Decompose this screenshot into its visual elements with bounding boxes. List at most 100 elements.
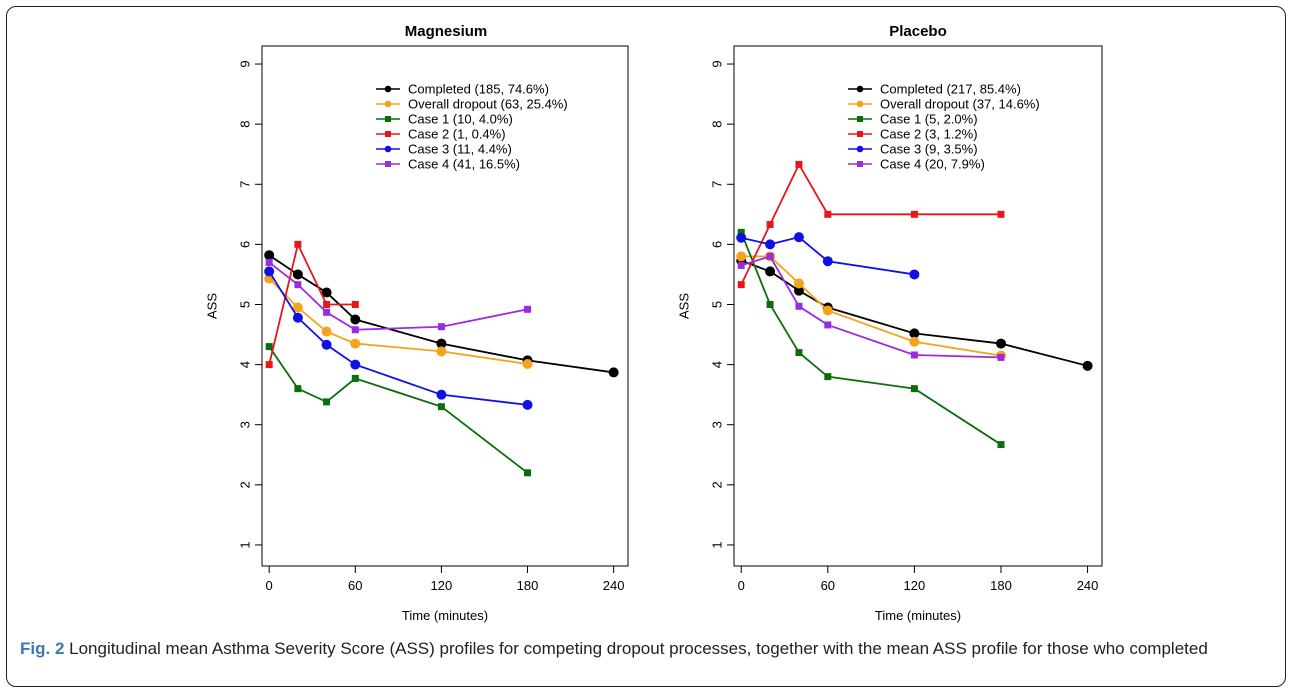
data-point <box>795 349 803 357</box>
x-tick-label: 240 <box>603 578 625 593</box>
series-4 <box>264 266 533 410</box>
data-point <box>265 343 273 351</box>
series-line <box>268 270 528 406</box>
data-point <box>909 336 920 347</box>
x-tick-label: 240 <box>1077 578 1099 593</box>
series-line <box>268 241 356 365</box>
legend-marker <box>384 145 392 153</box>
legend-entry: Case 3 (9, 3.5%) <box>880 142 978 157</box>
y-tick-label: 8 <box>238 121 253 128</box>
caption-text: Longitudinal mean Asthma Severity Score … <box>64 639 1208 658</box>
data-point <box>265 258 273 266</box>
plot-area <box>261 45 629 567</box>
x-tick-label: 0 <box>266 578 273 593</box>
legend-entry: Case 1 (5, 2.0%) <box>880 112 978 127</box>
y-tick-label: 2 <box>710 481 725 488</box>
y-tick-label: 2 <box>238 481 253 488</box>
data-point <box>292 302 303 313</box>
data-point <box>524 305 532 313</box>
data-point <box>995 338 1006 349</box>
data-point <box>294 281 302 289</box>
y-axis-label: ASS <box>677 293 692 319</box>
data-point <box>910 351 918 359</box>
data-point <box>737 228 745 236</box>
legend: Completed (217, 85.4%)Overall dropout (3… <box>848 82 1040 172</box>
data-point <box>997 441 1005 449</box>
data-point <box>765 266 776 277</box>
series-line <box>268 261 528 331</box>
legend-entry: Case 2 (1, 0.4%) <box>408 127 506 142</box>
y-axis-label: ASS <box>205 293 220 319</box>
legend-entry: Completed (185, 74.6%) <box>408 82 549 97</box>
y-tick-label: 4 <box>710 361 725 368</box>
figure-frame <box>6 6 1286 687</box>
series-line <box>740 232 1002 446</box>
data-point <box>766 221 774 229</box>
data-point <box>765 239 776 250</box>
series-line <box>268 346 529 474</box>
data-point <box>824 321 832 329</box>
data-point <box>736 232 747 243</box>
legend-marker <box>384 100 392 108</box>
series-line <box>740 162 1001 286</box>
y-tick-label: 7 <box>710 181 725 188</box>
data-point <box>736 251 747 262</box>
data-point <box>350 359 361 370</box>
x-tick-label: 180 <box>517 578 539 593</box>
data-point <box>294 385 302 393</box>
data-point <box>323 308 331 316</box>
data-point <box>824 373 832 381</box>
x-tick-label: 60 <box>821 578 835 593</box>
series-3 <box>737 160 1005 289</box>
legend-marker <box>856 100 864 108</box>
y-tick-label: 3 <box>238 421 253 428</box>
y-tick-label: 8 <box>710 121 725 128</box>
series-5 <box>737 252 1005 361</box>
chart-panel-magnesium: Magnesium 0 60 120 180 240 1 2 3 4 5 6 7 8 9 Time (minu… <box>205 23 629 623</box>
data-point <box>437 403 445 411</box>
series-2 <box>737 228 1005 449</box>
x-tick-label: 60 <box>348 578 362 593</box>
data-point <box>766 300 774 308</box>
y-tick-label: 4 <box>238 361 253 368</box>
y-tick-label: 3 <box>710 421 725 428</box>
data-point <box>608 367 619 378</box>
y-tick-label: 6 <box>710 241 725 248</box>
data-point <box>997 353 1005 361</box>
legend-entry: Case 3 (11, 4.4%) <box>408 142 512 157</box>
legend-entry: Case 1 (10, 4.0%) <box>408 112 513 127</box>
legend-marker <box>856 85 864 93</box>
y-tick-label: 1 <box>238 541 253 548</box>
data-point <box>909 328 920 339</box>
legend-marker <box>385 116 391 122</box>
data-point <box>437 323 445 331</box>
data-point <box>321 326 332 337</box>
data-point <box>522 359 533 370</box>
series-line <box>740 255 1002 359</box>
data-point <box>909 269 920 280</box>
y-tick-label: 7 <box>238 181 253 188</box>
data-point <box>822 305 833 316</box>
x-tick-label: 0 <box>738 578 745 593</box>
data-point <box>1082 360 1093 371</box>
data-point <box>351 326 359 334</box>
data-point <box>323 300 331 308</box>
legend-marker <box>857 161 863 167</box>
x-axis-label: Time (minutes) <box>402 608 488 623</box>
y-tick-label: 9 <box>238 60 253 67</box>
data-point <box>910 385 918 393</box>
legend-entry: Overall dropout (63, 25.4%) <box>408 97 568 112</box>
data-point <box>292 269 303 280</box>
data-point <box>350 338 361 349</box>
series-2 <box>265 343 532 477</box>
legend-marker <box>385 131 391 137</box>
x-tick-label: 120 <box>904 578 926 593</box>
data-point <box>264 250 275 261</box>
data-point <box>997 210 1005 218</box>
data-point <box>323 398 331 406</box>
series-4 <box>736 232 920 280</box>
data-point <box>524 469 532 477</box>
data-point <box>294 240 302 248</box>
x-tick-label: 120 <box>431 578 453 593</box>
